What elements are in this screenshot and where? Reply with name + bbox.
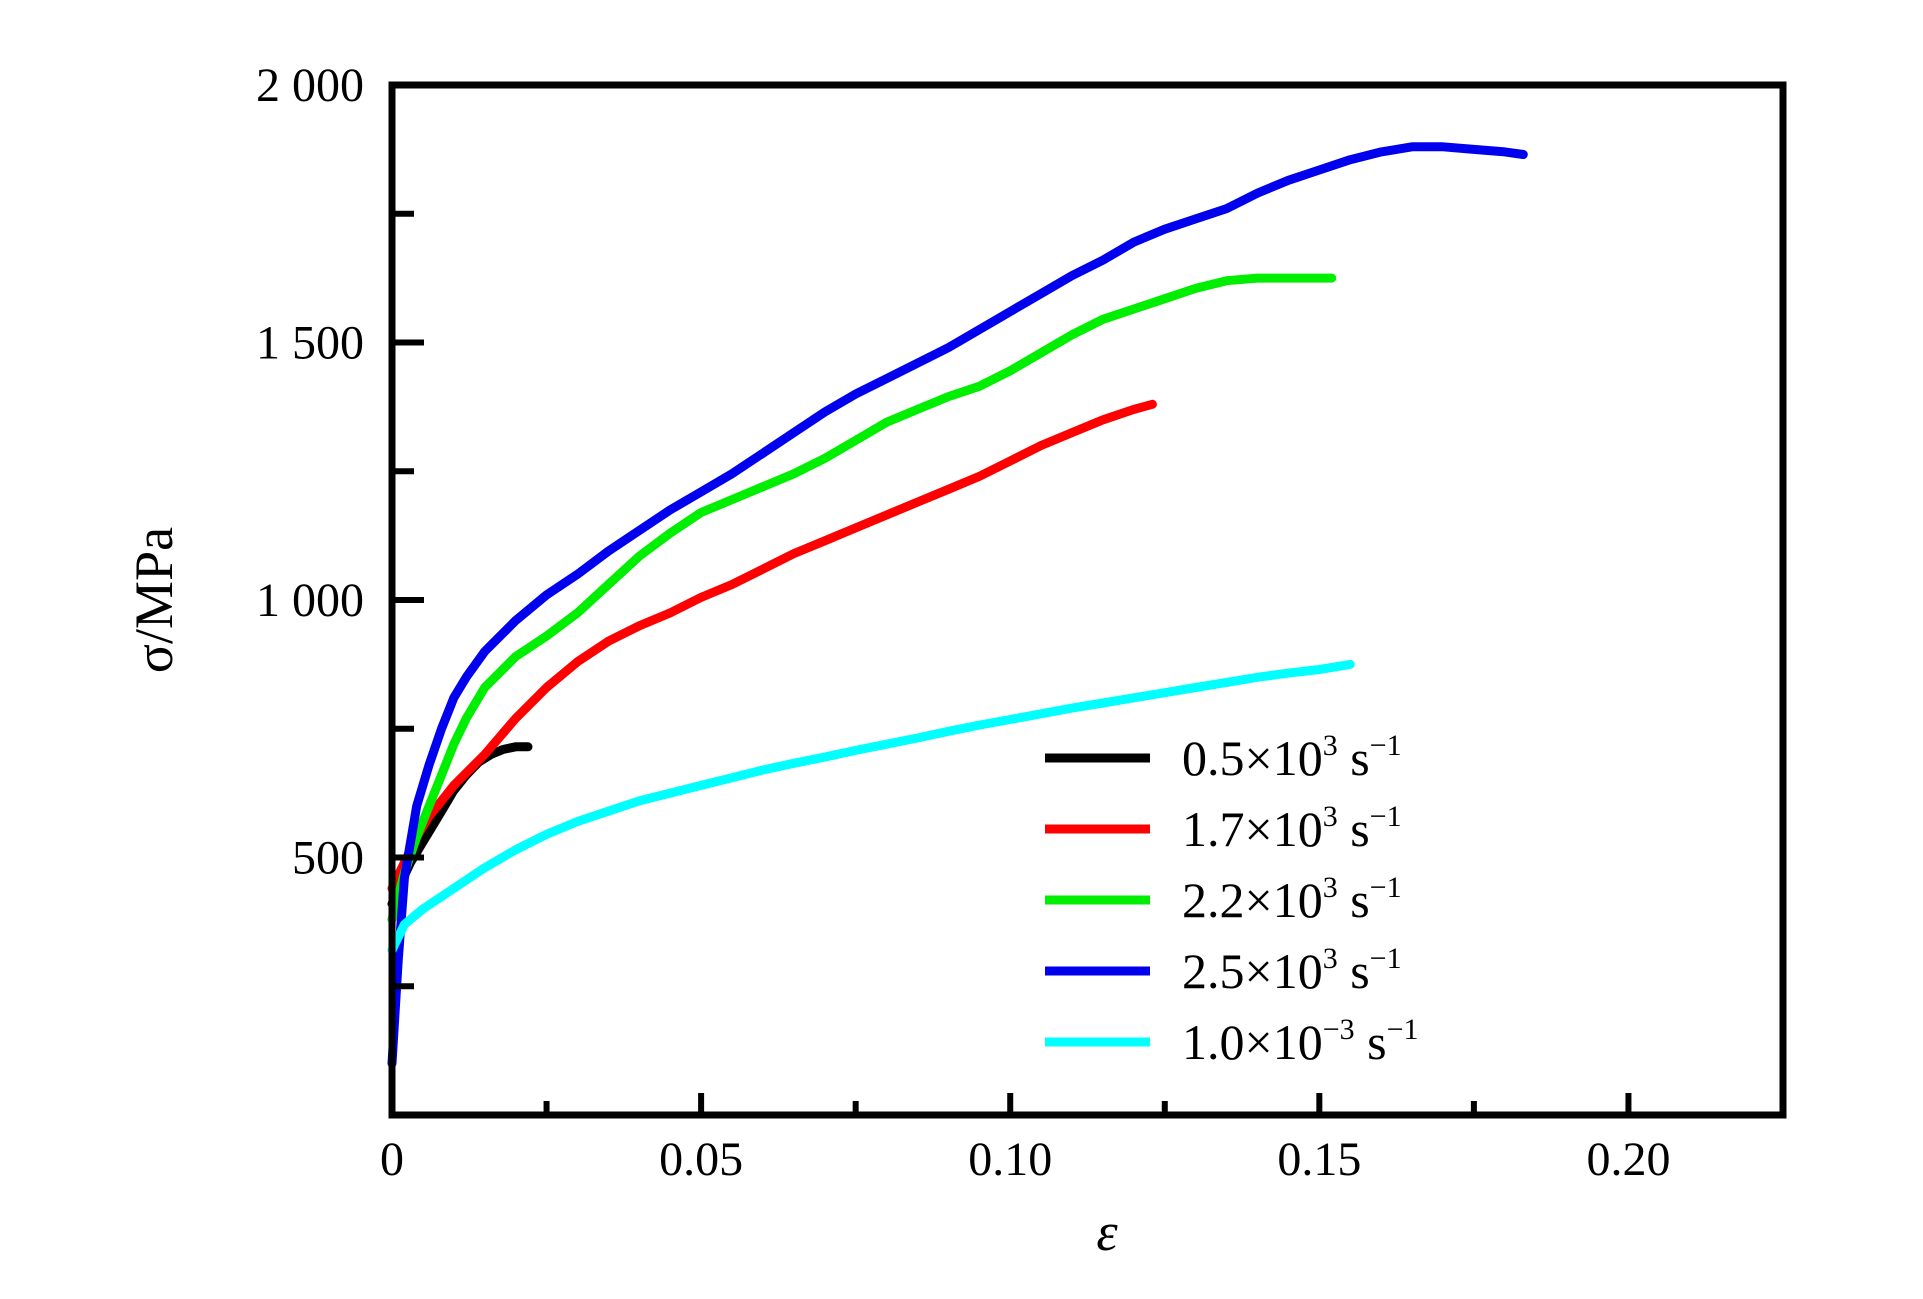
series-line-4	[387, 659, 1355, 955]
series-line-2	[387, 273, 1337, 924]
series-line-3	[387, 142, 1528, 1068]
x-tick-label-2: 0.10	[968, 1133, 1052, 1186]
y-tick-label-0: 500	[292, 832, 364, 885]
labels-layer: 0 0.05 0.10 0.15 0.20 500 1 000 1 500 2 000	[256, 59, 1670, 1186]
y-tick-label-2: 1 500	[256, 317, 364, 370]
x-tick-label-4: 0.20	[1586, 1133, 1670, 1186]
legend-label-0: 0.5×103 s−1	[1182, 729, 1402, 786]
series-layer	[387, 142, 1528, 1068]
x-tick-label-1: 0.05	[659, 1133, 743, 1186]
legend-label-1: 1.7×103 s−1	[1182, 800, 1402, 857]
x-tick-label-3: 0.15	[1277, 1133, 1361, 1186]
y-axis-label: σ/MPa	[124, 527, 184, 673]
legend: 0.5×103 s−1 1.7×103 s−1 2.2×103 s−1 2.5×103…	[1045, 729, 1419, 1070]
x-axis-label: ε	[1096, 1202, 1118, 1262]
legend-label-4: 1.0×10−3 s−1	[1182, 1013, 1419, 1070]
legend-label-2: 2.2×103 s−1	[1182, 871, 1402, 928]
y-tick-label-1: 1 000	[256, 574, 364, 627]
series-line-1	[387, 399, 1157, 893]
ticks-layer	[392, 210, 1632, 1115]
legend-label-3: 2.5×103 s−1	[1182, 942, 1402, 999]
y-tick-label-3: 2 000	[256, 59, 364, 112]
x-tick-label-0: 0	[380, 1133, 404, 1186]
